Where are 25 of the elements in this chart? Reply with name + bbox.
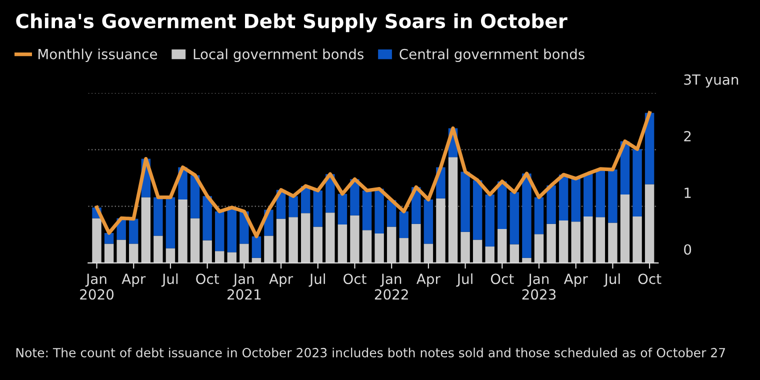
- x-tick-label: Oct: [344, 274, 366, 284]
- x-tick-label: Apr: [416, 274, 440, 287]
- legend-label: Local government bonds: [194, 48, 364, 62]
- x-tick-label: Apr: [564, 274, 588, 287]
- x-tick-label: Oct: [196, 274, 219, 284]
- x-tick-label: Jan 2022: [374, 274, 408, 300]
- x-tick-label: Jan 2023: [522, 274, 556, 300]
- legend-label: Central government bonds: [400, 48, 584, 62]
- x-tick-label: Jan 2020: [80, 274, 114, 300]
- x-tick-label: Jul: [308, 273, 325, 287]
- x-tick-label: Oct: [638, 274, 662, 284]
- y-tick-label: 3T yuan: [684, 74, 738, 88]
- text: Note: The count of debt issuance in October 2023 includes both notes sold and those scheduled as of October 27: [16, 348, 725, 358]
- x-tick-label: Jul: [161, 273, 178, 287]
- x-tick-label: Oct: [490, 274, 514, 284]
- x-tick-label: Jul: [604, 273, 620, 287]
- y-tick-label: 1: [684, 188, 691, 198]
- x-tick-label: Apr: [269, 274, 294, 287]
- x-tick-label: Jul: [456, 273, 472, 287]
- chart-title: China's Government Debt Supply Soars in October: [16, 13, 568, 32]
- legend-label: Monthly issuance: [38, 48, 158, 62]
- y-tick-label: 2: [684, 130, 691, 142]
- y-tick-label: 0: [684, 244, 692, 255]
- x-tick-label: Jan 2021: [228, 274, 261, 300]
- x-tick-label: Apr: [122, 274, 146, 287]
